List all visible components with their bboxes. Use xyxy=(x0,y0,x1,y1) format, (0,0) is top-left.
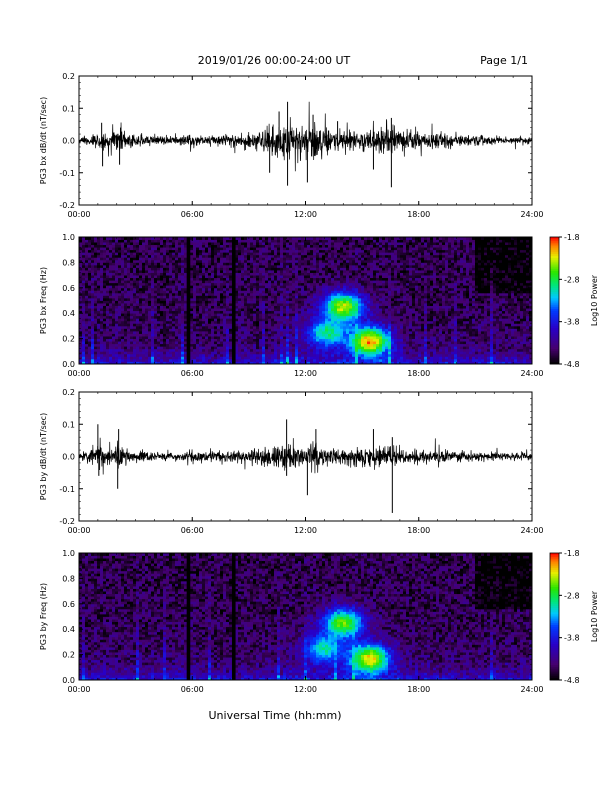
y-tick-label: 0.2 xyxy=(62,335,75,344)
y-tick-label: 0.0 xyxy=(62,453,75,462)
colorbar-label: Log10 Power xyxy=(590,274,599,326)
x-tick-label: 18:00 xyxy=(407,210,430,219)
y-tick-label: 0.8 xyxy=(62,258,75,267)
x-tick-label: 00:00 xyxy=(67,210,90,219)
x-tick-label: 12:00 xyxy=(294,685,317,694)
colorbar-tick-label: -1.8 xyxy=(564,549,580,558)
figure-title: 2019/01/26 00:00-24:00 UT xyxy=(198,54,351,67)
colorbar xyxy=(550,237,559,365)
data-gap xyxy=(186,237,191,364)
y-tick-label: 0.0 xyxy=(62,137,75,146)
y-tick-label: 0.4 xyxy=(62,309,75,318)
data-gap xyxy=(186,553,191,680)
data-gap xyxy=(231,237,236,364)
y-tick-label: 0.4 xyxy=(62,625,75,634)
x-tick-label: 24:00 xyxy=(520,685,543,694)
x-tick-label: 06:00 xyxy=(181,210,204,219)
x-tick-label: 18:00 xyxy=(407,369,430,378)
colorbar-tick-label: -4.8 xyxy=(564,360,580,369)
y-axis-label: PG3 by dB/dt (nT/sec) xyxy=(39,413,48,500)
x-tick-label: 12:00 xyxy=(294,526,317,535)
x-tick-label: 12:00 xyxy=(294,369,317,378)
x-tick-label: 12:00 xyxy=(294,210,317,219)
spectrogram-cells xyxy=(79,553,533,681)
colorbar-tick-label: -2.8 xyxy=(564,591,580,600)
y-axis-label: PG3 by Freq (Hz) xyxy=(39,583,48,650)
colorbar-tick-label: -4.8 xyxy=(564,676,580,685)
y-tick-label: 0.2 xyxy=(62,651,75,660)
x-axis-title: Universal Time (hh:mm) xyxy=(209,709,342,722)
colorbar-tick-label: -3.8 xyxy=(564,634,580,643)
x-tick-label: 18:00 xyxy=(407,526,430,535)
x-tick-label: 00:00 xyxy=(67,369,90,378)
x-tick-label: 24:00 xyxy=(520,526,543,535)
y-tick-label: 0.0 xyxy=(62,360,75,369)
x-tick-label: 06:00 xyxy=(181,526,204,535)
x-tick-label: 24:00 xyxy=(520,210,543,219)
waveform-trace xyxy=(78,101,533,172)
y-tick-label: -0.2 xyxy=(59,517,75,526)
y-tick-label: 0.2 xyxy=(62,388,75,397)
y-tick-label: 0.2 xyxy=(62,72,75,81)
colorbar-tick-label: -2.8 xyxy=(564,275,580,284)
panels: 0.20.10.0-0.1-0.200:00 06:00 12:00 18:00 24:… xyxy=(39,72,599,694)
waveform-trace xyxy=(78,437,533,475)
y-tick-label: 0.1 xyxy=(62,104,75,113)
colorbar-label: Log10 Power xyxy=(590,590,599,642)
y-tick-label: 1.0 xyxy=(62,233,75,242)
spectrogram-cells xyxy=(79,237,533,365)
y-tick-label: -0.1 xyxy=(59,485,75,494)
y-tick-label: 0.6 xyxy=(62,284,75,293)
colorbar-frame xyxy=(549,236,560,365)
x-tick-label: 00:00 xyxy=(67,685,90,694)
y-tick-label: 0.1 xyxy=(62,420,75,429)
x-tick-label: 24:00 xyxy=(520,369,543,378)
y-tick-label: 0.6 xyxy=(62,600,75,609)
colorbar-tick-label: -1.8 xyxy=(564,233,580,242)
colorbar xyxy=(550,553,559,681)
y-tick-label: 0.0 xyxy=(62,676,75,685)
x-tick-label: 18:00 xyxy=(407,685,430,694)
x-tick-label: 06:00 xyxy=(181,685,204,694)
y-tick-label: 1.0 xyxy=(62,549,75,558)
y-axis-label: PG3 bx dB/dt (nT/sec) xyxy=(39,97,48,184)
y-tick-label: -0.1 xyxy=(59,169,75,178)
y-tick-label: 0.8 xyxy=(62,574,75,583)
x-tick-label: 00:00 xyxy=(67,526,90,535)
colorbar-frame xyxy=(549,552,560,681)
y-axis-label: PG3 bx Freq (Hz) xyxy=(39,267,48,334)
data-gap xyxy=(231,553,236,680)
page-indicator: Page 1/1 xyxy=(480,54,528,67)
y-tick-label: -0.2 xyxy=(59,201,75,210)
colorbar-tick-label: -3.8 xyxy=(564,318,580,327)
x-tick-label: 06:00 xyxy=(181,369,204,378)
